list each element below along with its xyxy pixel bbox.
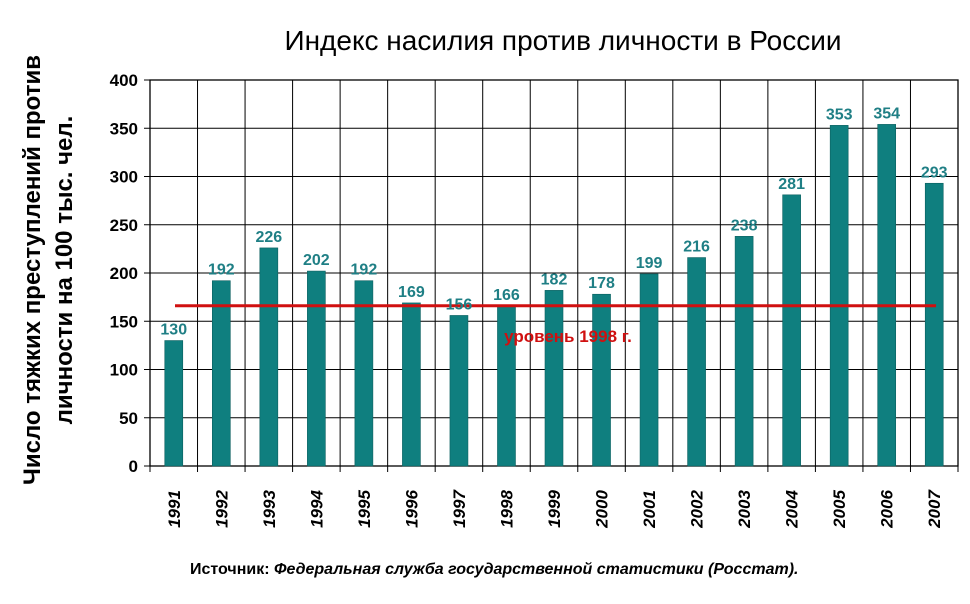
data-label: 192 <box>351 262 378 279</box>
plot-area: 0 50 100 150 200 250 300 350 400 уровень 1998 г. 1… <box>110 71 959 529</box>
data-label: 293 <box>921 164 948 181</box>
y-tick-label: 200 <box>110 264 138 283</box>
bar <box>592 293 611 467</box>
x-tick-label: 1999 <box>545 490 564 528</box>
data-label: 281 <box>778 176 805 193</box>
bar <box>639 273 659 467</box>
bar <box>829 125 849 467</box>
x-tick-label: 2007 <box>925 489 944 529</box>
y-tick-label: 100 <box>110 361 138 380</box>
x-tick-label: 2006 <box>878 490 897 529</box>
y-tick-label: 0 <box>129 457 138 476</box>
bar-chart: Индекс насилия против личности в России … <box>19 25 959 529</box>
data-label: 226 <box>255 229 282 246</box>
bar <box>259 247 279 467</box>
bar <box>782 194 801 467</box>
data-label: 130 <box>160 322 187 339</box>
bar <box>402 302 421 467</box>
source-prefix: Источник: <box>190 561 270 578</box>
y-tick-label: 50 <box>119 409 138 428</box>
x-tick-label: 1993 <box>260 490 279 528</box>
y-axis-label-line2: личности на 100 тыс. чел. <box>51 116 78 425</box>
bar <box>687 257 706 467</box>
bar <box>211 280 231 467</box>
y-tick-label: 400 <box>110 71 138 90</box>
bar <box>354 280 374 467</box>
bar <box>924 182 944 467</box>
reference-line-label: уровень 1998 г. <box>504 327 632 346</box>
bar <box>449 315 469 467</box>
x-tick-label: 1991 <box>165 490 184 528</box>
y-tick-label: 300 <box>110 168 138 187</box>
chart-title: Индекс насилия против личности в России <box>284 25 841 56</box>
source-note: Источник: Федеральная служба государстве… <box>190 558 890 581</box>
y-tick-label: 350 <box>110 119 138 138</box>
data-label: 192 <box>208 262 235 279</box>
data-label: 238 <box>731 217 758 234</box>
y-tick-label: 150 <box>110 312 138 331</box>
x-tick-label: 1996 <box>402 490 421 528</box>
y-axis-label: Число тяжких преступлений против личност… <box>19 55 78 485</box>
bar <box>877 124 897 467</box>
data-label: 353 <box>826 106 853 123</box>
data-label: 166 <box>493 287 520 304</box>
x-tick-label: 1997 <box>450 489 469 528</box>
data-label: 202 <box>303 252 330 269</box>
bar <box>164 340 184 467</box>
y-axis-label-line1: Число тяжких преступлений против <box>19 55 46 485</box>
x-tick-label: 2000 <box>593 490 612 529</box>
x-tick-label: 2005 <box>830 490 849 529</box>
x-tick-label: 2001 <box>640 490 659 529</box>
x-tick-label: 2003 <box>735 490 754 529</box>
bar <box>307 270 326 467</box>
x-tick-label: 1998 <box>497 490 516 528</box>
x-tick-label: 1995 <box>355 490 374 528</box>
bar <box>544 290 564 467</box>
data-label: 169 <box>398 284 425 301</box>
data-label: 199 <box>636 255 663 272</box>
data-label: 216 <box>683 239 710 256</box>
bar <box>734 236 754 467</box>
data-label: 182 <box>541 271 568 288</box>
data-label: 354 <box>873 105 900 122</box>
y-tick-label: 250 <box>110 216 138 235</box>
x-tick-label: 1994 <box>307 490 326 528</box>
source-text: Федеральная служба государственной стати… <box>273 561 799 578</box>
x-tick-label: 2002 <box>688 490 707 529</box>
x-tick-label: 2004 <box>783 490 802 529</box>
x-tick-label: 1992 <box>212 490 231 528</box>
data-label: 178 <box>588 275 615 292</box>
data-label: 156 <box>446 296 473 313</box>
